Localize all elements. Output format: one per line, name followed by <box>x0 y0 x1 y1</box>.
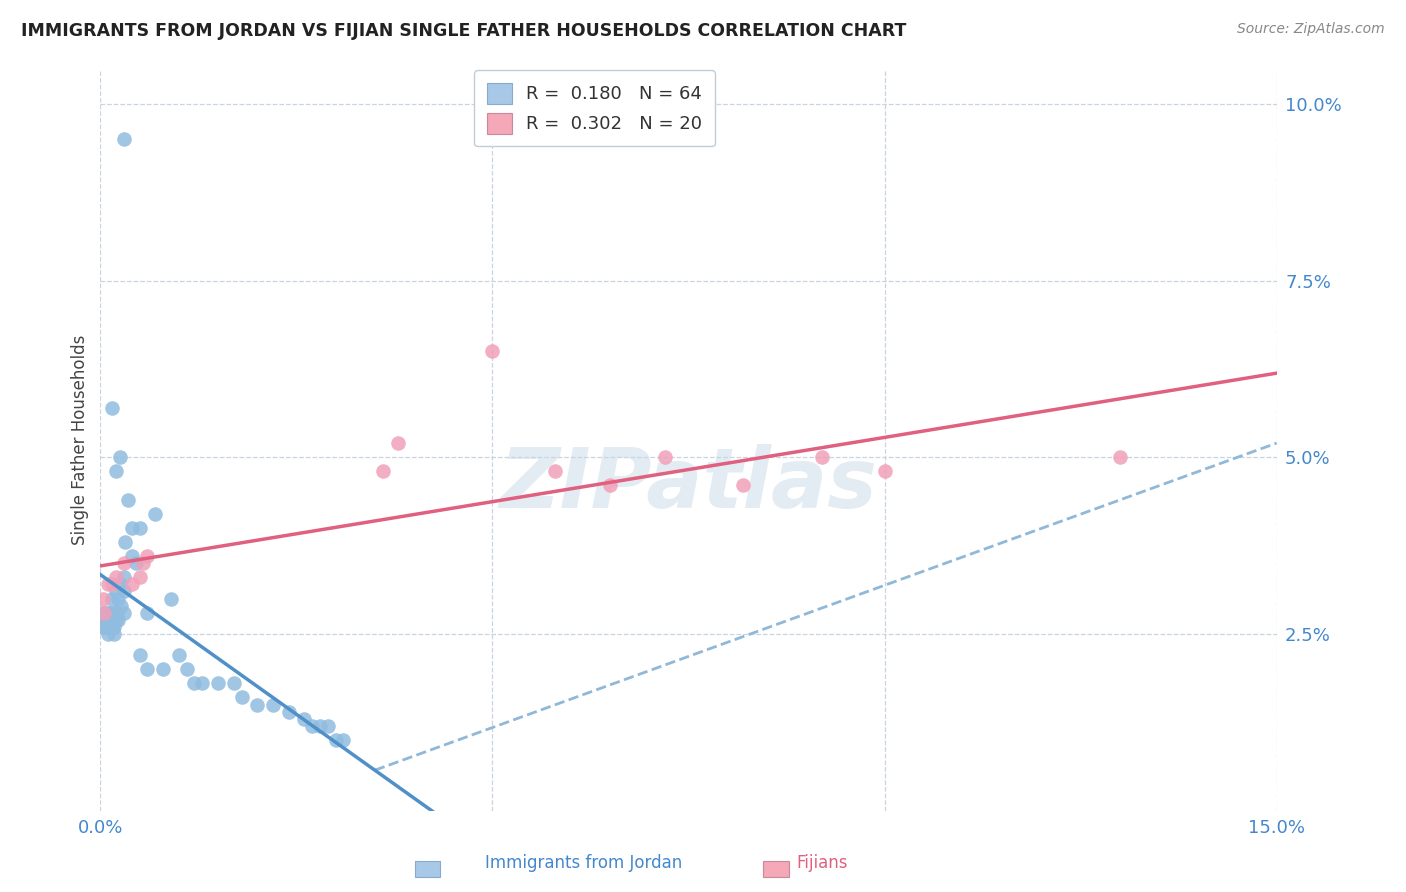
Point <box>105 606 128 620</box>
Point <box>121 577 143 591</box>
Point <box>160 591 183 606</box>
Point <box>93 620 115 634</box>
Point <box>132 556 155 570</box>
Point <box>100 620 122 634</box>
Point <box>332 732 354 747</box>
Y-axis label: Single Father Households: Single Father Households <box>72 334 89 545</box>
Point <box>654 450 676 465</box>
Point <box>94 620 117 634</box>
Text: Fijians: Fijians <box>797 855 848 872</box>
Point <box>103 620 125 634</box>
Point <box>105 606 128 620</box>
Point <box>117 492 139 507</box>
Point <box>292 712 315 726</box>
Text: Immigrants from Jordan: Immigrants from Jordan <box>485 855 682 872</box>
Point <box>96 613 118 627</box>
Point <box>121 521 143 535</box>
Point <box>97 627 120 641</box>
Point <box>112 132 135 146</box>
Point <box>91 620 114 634</box>
Point <box>191 676 214 690</box>
Point <box>277 705 299 719</box>
Point <box>176 662 198 676</box>
Point <box>101 606 124 620</box>
Point <box>110 599 132 613</box>
Point <box>124 556 146 570</box>
Point <box>325 732 347 747</box>
Point <box>152 662 174 676</box>
Point <box>207 676 229 690</box>
Point <box>94 613 117 627</box>
Legend: R =  0.180   N = 64, R =  0.302   N = 20: R = 0.180 N = 64, R = 0.302 N = 20 <box>474 70 714 146</box>
Point <box>143 507 166 521</box>
Point <box>544 464 567 478</box>
Point <box>112 570 135 584</box>
Point <box>107 591 129 606</box>
Point <box>105 570 128 584</box>
Point <box>309 719 332 733</box>
Point <box>136 549 159 563</box>
Point <box>105 464 128 478</box>
Text: Source: ZipAtlas.com: Source: ZipAtlas.com <box>1237 22 1385 37</box>
Point <box>93 606 115 620</box>
Point <box>101 620 124 634</box>
Point <box>97 613 120 627</box>
Point <box>112 606 135 620</box>
Point <box>811 450 834 465</box>
Point <box>128 521 150 535</box>
Point <box>136 662 159 676</box>
Point <box>599 478 621 492</box>
Point <box>101 591 124 606</box>
Point <box>108 577 131 591</box>
Point <box>246 698 269 712</box>
Point <box>91 591 114 606</box>
Point <box>97 620 120 634</box>
Point <box>183 676 205 690</box>
Point <box>112 556 135 570</box>
Point <box>108 450 131 465</box>
Point <box>103 627 125 641</box>
Point <box>1108 450 1130 465</box>
Point <box>136 606 159 620</box>
Point <box>128 648 150 662</box>
Point <box>387 436 409 450</box>
Point <box>100 613 122 627</box>
Point <box>222 676 245 690</box>
Point <box>90 606 112 620</box>
Point <box>231 690 253 705</box>
Point <box>128 570 150 584</box>
Point <box>316 719 339 733</box>
Point <box>93 613 115 627</box>
Point <box>873 464 896 478</box>
Point <box>114 535 136 549</box>
Point <box>105 613 128 627</box>
Point <box>481 344 503 359</box>
Point <box>371 464 394 478</box>
Point <box>97 577 120 591</box>
Text: ZIPatlas: ZIPatlas <box>499 443 877 524</box>
Point <box>96 606 118 620</box>
Point <box>262 698 284 712</box>
Point <box>121 549 143 563</box>
Point <box>733 478 755 492</box>
Point <box>167 648 190 662</box>
Point <box>105 584 128 599</box>
Point <box>98 606 121 620</box>
Point <box>93 606 115 620</box>
Point <box>101 401 124 415</box>
Point <box>107 613 129 627</box>
Point <box>98 606 121 620</box>
Point <box>301 719 323 733</box>
Text: IMMIGRANTS FROM JORDAN VS FIJIAN SINGLE FATHER HOUSEHOLDS CORRELATION CHART: IMMIGRANTS FROM JORDAN VS FIJIAN SINGLE … <box>21 22 907 40</box>
Point <box>112 584 135 599</box>
Point <box>101 577 124 591</box>
